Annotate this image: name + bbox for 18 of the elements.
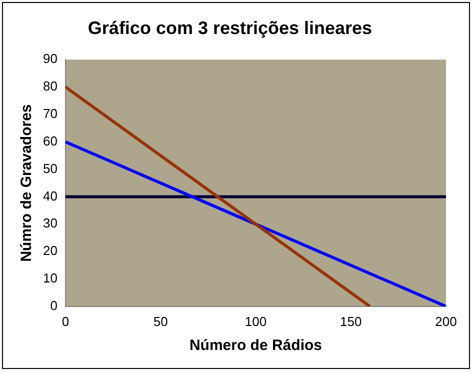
y-axis-title: Númro de Gravadores [18, 104, 36, 262]
x-tick-label: 200 [435, 314, 457, 329]
y-tick-label: 70 [42, 106, 58, 122]
x-tick-label: 0 [62, 314, 70, 329]
y-tick-label: 90 [42, 51, 58, 66]
y-tick-label: 30 [42, 216, 58, 231]
x-axis-title: Número de Rádios [189, 337, 322, 354]
x-tick-label: 150 [340, 314, 362, 329]
x-tick-label: 100 [244, 314, 267, 329]
y-tick-label: 20 [42, 243, 58, 258]
y-tick-label: 60 [42, 133, 58, 148]
y-tick-label: 50 [42, 160, 58, 176]
x-tick-label: 50 [153, 314, 168, 329]
y-tick-label: 0 [50, 298, 58, 313]
chart-title: Gráfico com 3 restrições lineares [88, 18, 372, 38]
y-tick-label: 10 [42, 270, 58, 286]
y-tick-label: 80 [42, 78, 58, 94]
y-tick-label: 40 [42, 188, 58, 204]
